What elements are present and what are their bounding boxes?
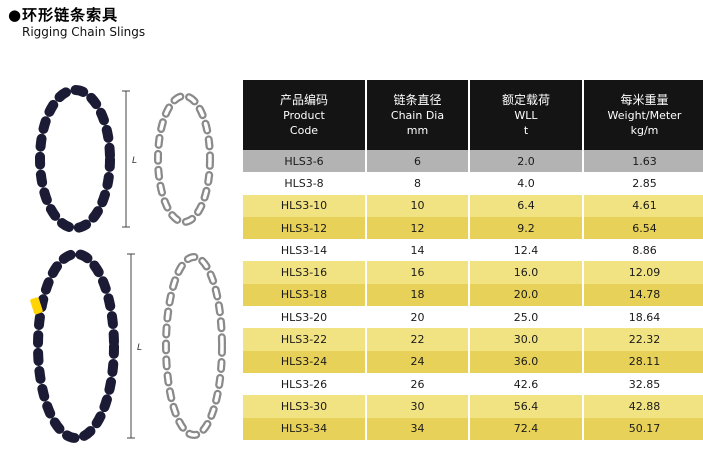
value-cell: 6.4: [470, 194, 582, 217]
product-code-cell: HLS3-24: [243, 350, 365, 373]
product-code-cell: HLS3-20: [243, 306, 365, 329]
value-cell: 10: [367, 194, 468, 217]
dimension-line: [122, 90, 130, 228]
dimension-label: L: [137, 343, 142, 353]
value-cell: 42.6: [470, 372, 582, 396]
value-cell: 6.54: [584, 216, 703, 240]
column-header-wll: 额定载荷 WLL t: [470, 80, 582, 150]
page-subtitle: Rigging Chain Slings: [22, 25, 146, 39]
value-cell: 2.0: [470, 150, 582, 173]
product-code-cell: HLS3-8: [243, 172, 365, 195]
product-code-cell: HLS3-16: [243, 261, 365, 284]
value-cell: 22.32: [584, 328, 703, 351]
value-cell: 8: [367, 172, 468, 195]
page-title: ●环形链条索具: [8, 6, 119, 24]
value-cell: 30: [367, 395, 468, 418]
product-code-cell: HLS3-34: [243, 417, 365, 440]
dark-chain-loop: [33, 249, 119, 443]
value-cell: 14: [367, 239, 468, 262]
value-cell: 30.0: [470, 328, 582, 351]
value-cell: 8.86: [584, 239, 703, 262]
value-cell: 2.85: [584, 172, 703, 195]
column-header-chain-dia: 链条直径 Chain Dia mm: [367, 80, 468, 150]
column-header-product-code: 产品编码 Product Code: [243, 80, 365, 150]
product-code-cell: HLS3-18: [243, 283, 365, 307]
column-header-weight: 每米重量 Weight/Meter kg/m: [584, 80, 703, 150]
value-cell: 16: [367, 261, 468, 284]
value-cell: 72.4: [470, 417, 582, 440]
value-cell: 12.4: [470, 239, 582, 262]
dimension-label: L: [132, 156, 137, 166]
value-cell: 12: [367, 216, 468, 240]
value-cell: 18: [367, 283, 468, 307]
chain-sling-illustration-bottom: L: [30, 249, 226, 443]
value-cell: 25.0: [470, 306, 582, 329]
product-code-cell: HLS3-12: [243, 216, 365, 240]
value-cell: 32.85: [584, 372, 703, 396]
value-cell: 26: [367, 372, 468, 396]
product-code-cell: HLS3-30: [243, 395, 365, 418]
value-cell: 28.11: [584, 350, 703, 373]
value-cell: 56.4: [470, 395, 582, 418]
specs-table: 产品编码 Product Code 链条直径 Chain Dia mm 额定载荷…: [243, 80, 703, 440]
product-code-cell: HLS3-10: [243, 194, 365, 217]
value-cell: 16.0: [470, 261, 582, 284]
value-cell: 22: [367, 328, 468, 351]
yellow-tag: [30, 297, 43, 315]
value-cell: 36.0: [470, 350, 582, 373]
dimension-line: [127, 253, 135, 439]
value-cell: 18.64: [584, 306, 703, 329]
value-cell: 20.0: [470, 283, 582, 307]
product-code-cell: HLS3-26: [243, 372, 365, 396]
value-cell: 1.63: [584, 150, 703, 173]
dark-chain-loop: [35, 85, 115, 233]
value-cell: 24: [367, 350, 468, 373]
value-cell: 42.88: [584, 395, 703, 418]
value-cell: 34: [367, 417, 468, 440]
outline-chain-loop: [162, 253, 226, 439]
value-cell: 12.09: [584, 261, 703, 284]
product-code-cell: HLS3-6: [243, 150, 365, 173]
chain-sling-illustration-top: L: [35, 85, 214, 233]
product-code-cell: HLS3-14: [243, 239, 365, 262]
value-cell: 50.17: [584, 417, 703, 440]
value-cell: 14.78: [584, 283, 703, 307]
value-cell: 4.0: [470, 172, 582, 195]
value-cell: 9.2: [470, 216, 582, 240]
value-cell: 4.61: [584, 194, 703, 217]
value-cell: 6: [367, 150, 468, 173]
value-cell: 20: [367, 306, 468, 329]
outline-chain-loop: [154, 92, 214, 226]
product-code-cell: HLS3-22: [243, 328, 365, 351]
